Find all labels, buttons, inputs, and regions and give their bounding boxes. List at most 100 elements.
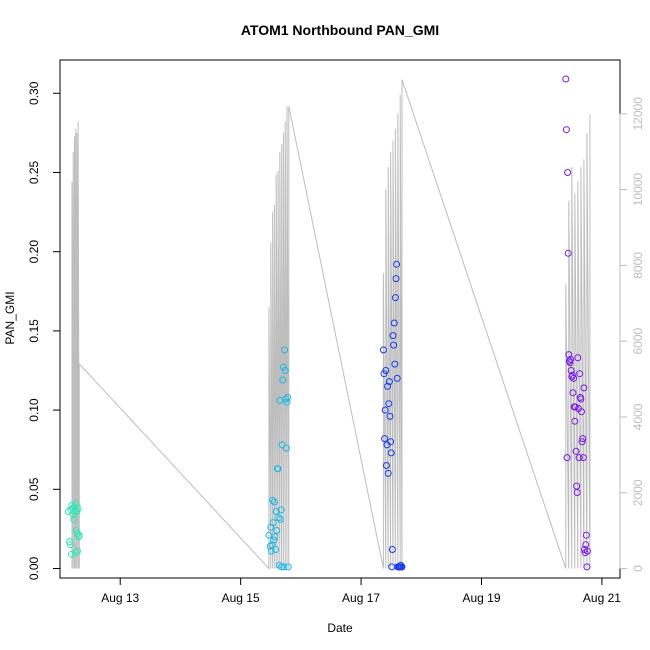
y2-tick-label: 4000 bbox=[631, 403, 645, 430]
y2-tick-label: 2000 bbox=[631, 479, 645, 506]
data-point bbox=[74, 547, 81, 555]
data-point bbox=[390, 319, 398, 327]
data-point bbox=[270, 536, 278, 544]
data-point bbox=[282, 444, 290, 452]
data-point bbox=[566, 359, 574, 367]
data-point bbox=[385, 400, 393, 408]
data-point bbox=[379, 346, 387, 354]
y-axis-left: 0.00 0.05 0.10 0.15 0.20 0.25 0.30 bbox=[27, 81, 61, 580]
data-point bbox=[72, 549, 80, 557]
data-point bbox=[563, 454, 571, 462]
data-point bbox=[272, 546, 280, 553]
data-point bbox=[67, 550, 75, 558]
x-axis-label: Date bbox=[327, 621, 353, 635]
data-point bbox=[74, 530, 81, 538]
data-point bbox=[280, 563, 288, 571]
y-axis-right: 0 2000 4000 6000 8000 10000 12000 bbox=[619, 97, 645, 572]
data-point bbox=[577, 395, 585, 403]
data-point bbox=[393, 374, 401, 382]
data-point bbox=[584, 547, 591, 555]
data-point bbox=[392, 275, 400, 283]
data-point bbox=[564, 249, 572, 257]
data-point bbox=[272, 508, 280, 515]
data-point bbox=[269, 496, 277, 504]
data-point bbox=[578, 438, 586, 446]
plot-frame bbox=[59, 59, 621, 579]
data-point bbox=[276, 515, 284, 523]
data-point bbox=[562, 75, 570, 83]
x-tick-label: Aug 19 bbox=[462, 591, 500, 605]
point-series bbox=[64, 75, 591, 571]
data-point bbox=[568, 371, 576, 379]
line-series bbox=[71, 79, 591, 570]
chart-title: ATOM1 Northbound PAN_GMI bbox=[241, 22, 439, 38]
y2-tick-label: 6000 bbox=[631, 327, 645, 354]
data-point bbox=[580, 384, 588, 392]
data-point bbox=[572, 447, 580, 455]
data-point bbox=[398, 563, 406, 571]
data-point bbox=[573, 489, 581, 496]
y2-tick-label: 8000 bbox=[631, 252, 645, 279]
data-point bbox=[269, 519, 277, 527]
data-point bbox=[386, 412, 394, 420]
y-tick-label: 0.00 bbox=[27, 556, 41, 580]
x-tick-label: Aug 13 bbox=[101, 591, 139, 605]
data-point bbox=[67, 506, 75, 514]
data-point bbox=[70, 515, 78, 523]
data-point bbox=[382, 367, 390, 374]
data-point bbox=[569, 389, 577, 397]
data-point bbox=[579, 435, 587, 443]
data-point bbox=[270, 498, 278, 506]
x-tick-label: Aug 21 bbox=[583, 591, 621, 605]
data-point bbox=[567, 355, 575, 363]
data-point bbox=[66, 538, 74, 546]
data-point bbox=[571, 417, 579, 425]
y-tick-label: 0.10 bbox=[27, 398, 41, 422]
data-point bbox=[384, 469, 392, 477]
line-series-path bbox=[71, 79, 591, 570]
data-point bbox=[278, 563, 286, 571]
data-point bbox=[564, 169, 572, 176]
data-point bbox=[562, 126, 570, 134]
data-point bbox=[384, 382, 392, 390]
data-point bbox=[388, 563, 396, 571]
data-point bbox=[266, 542, 274, 550]
data-point bbox=[381, 435, 389, 443]
x-tick-label: Aug 15 bbox=[222, 591, 260, 605]
y-tick-label: 0.20 bbox=[27, 240, 41, 264]
data-point bbox=[570, 374, 578, 382]
data-point bbox=[281, 367, 289, 374]
data-point bbox=[271, 533, 279, 541]
data-point bbox=[393, 260, 401, 268]
data-point bbox=[282, 395, 290, 403]
data-point bbox=[387, 438, 395, 446]
data-point bbox=[284, 393, 292, 401]
data-point bbox=[582, 541, 590, 549]
data-point bbox=[381, 406, 389, 414]
y-tick-label: 0.05 bbox=[27, 477, 41, 501]
data-point bbox=[382, 462, 390, 469]
data-point bbox=[284, 563, 292, 571]
data-point bbox=[387, 449, 395, 457]
y2-tick-label: 12000 bbox=[631, 97, 645, 131]
data-point bbox=[275, 514, 283, 522]
y-tick-label: 0.25 bbox=[27, 160, 41, 184]
data-point bbox=[273, 527, 281, 534]
data-point bbox=[578, 408, 585, 416]
x-tick-label: Aug 17 bbox=[342, 591, 380, 605]
data-point bbox=[66, 541, 74, 549]
data-point bbox=[579, 454, 587, 462]
y2-tick-label: 0 bbox=[631, 565, 645, 572]
y-tick-label: 0.30 bbox=[27, 81, 41, 105]
data-point bbox=[576, 370, 584, 378]
data-point bbox=[281, 346, 289, 354]
data-point bbox=[279, 376, 287, 384]
data-point bbox=[74, 504, 82, 512]
data-point bbox=[388, 546, 396, 553]
data-point bbox=[583, 563, 591, 571]
data-point bbox=[575, 454, 583, 462]
x-axis: Aug 13 Aug 15 Aug 17 Aug 19 Aug 21 bbox=[101, 577, 621, 605]
data-point bbox=[283, 398, 291, 406]
data-point bbox=[391, 360, 399, 368]
data-point bbox=[277, 506, 285, 514]
